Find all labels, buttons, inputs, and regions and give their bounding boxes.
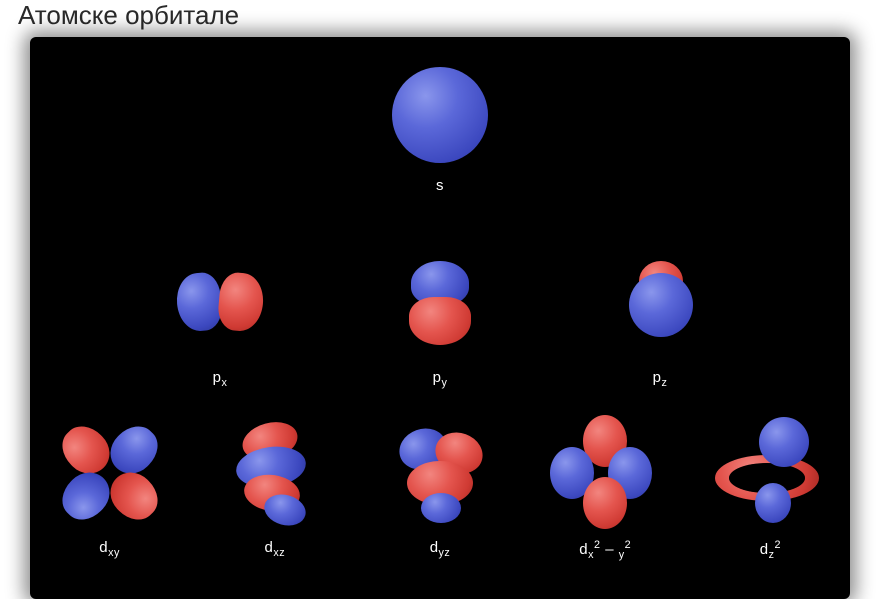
lobe-positive bbox=[421, 493, 461, 523]
orbital-cell-dyz: dyz bbox=[380, 417, 499, 561]
orbital-shape-dx2y2 bbox=[550, 417, 660, 527]
orbital-shape-px bbox=[165, 247, 275, 357]
orbital-diagram: s px py pz bbox=[30, 37, 850, 599]
lobe-positive bbox=[53, 463, 118, 528]
lobe-positive bbox=[175, 271, 224, 333]
orbital-shape-s bbox=[390, 65, 490, 165]
orbital-shape-dxz bbox=[220, 417, 330, 527]
lobe-negative bbox=[409, 297, 471, 345]
orbital-shape-py bbox=[385, 247, 495, 357]
orbital-cell-s: s bbox=[375, 65, 505, 194]
orbital-cell-dxz: dxz bbox=[215, 417, 334, 561]
orbital-label: py bbox=[433, 369, 448, 389]
orbital-label: px bbox=[213, 369, 228, 389]
page-title: Атомске орбитале bbox=[0, 0, 880, 37]
orbital-shape-dz2 bbox=[715, 417, 825, 527]
orbital-cell-dx2y2: dx2 – y2 bbox=[546, 417, 665, 561]
orbital-cell-py: py bbox=[375, 247, 505, 389]
orbital-row-p: px py pz bbox=[30, 247, 850, 389]
lobe-positive bbox=[755, 483, 791, 523]
lobe-positive bbox=[392, 67, 488, 163]
orbital-shape-pz bbox=[605, 247, 715, 357]
orbital-shape-dyz bbox=[385, 417, 495, 527]
orbital-label: dyz bbox=[430, 539, 451, 559]
orbital-cell-px: px bbox=[155, 247, 285, 389]
orbital-cell-pz: pz bbox=[595, 247, 725, 389]
orbital-label: s bbox=[436, 177, 444, 194]
orbital-label: dxy bbox=[99, 539, 120, 559]
lobe-negative bbox=[101, 463, 166, 528]
orbital-row-d: dxy dxz dyz bbox=[30, 417, 850, 561]
lobe-negative bbox=[583, 477, 627, 529]
lobe-positive bbox=[629, 273, 693, 337]
orbital-cell-dz2: dz2 bbox=[711, 417, 830, 561]
orbital-label: dx2 – y2 bbox=[579, 539, 631, 561]
orbital-label: dz2 bbox=[760, 539, 781, 561]
orbital-cell-dxy: dxy bbox=[50, 417, 169, 561]
lobe-negative bbox=[217, 271, 266, 333]
orbital-shape-dxy bbox=[55, 417, 165, 527]
orbital-label: pz bbox=[653, 369, 668, 389]
lobe-positive bbox=[759, 417, 809, 467]
orbital-label: dxz bbox=[264, 539, 285, 559]
orbital-row-s: s bbox=[30, 65, 850, 194]
